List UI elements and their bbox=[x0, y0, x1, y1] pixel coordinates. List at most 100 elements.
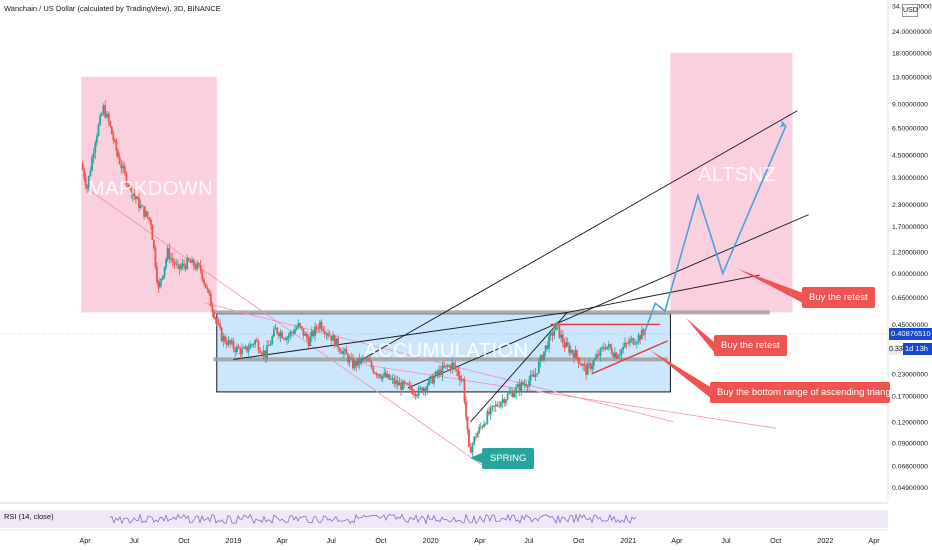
candle-body bbox=[87, 175, 90, 189]
candle-body bbox=[113, 140, 116, 142]
candle-body bbox=[271, 336, 274, 344]
candle-body bbox=[144, 211, 147, 217]
candle-body bbox=[220, 327, 223, 342]
candle-body bbox=[630, 338, 633, 340]
candle-body bbox=[204, 283, 207, 289]
candle-body bbox=[556, 322, 559, 326]
candle-body bbox=[276, 327, 279, 334]
candle-body bbox=[123, 165, 126, 173]
candle-body bbox=[350, 357, 353, 359]
candle-body bbox=[91, 157, 93, 171]
candle-body bbox=[374, 372, 376, 374]
candle-body bbox=[640, 329, 643, 340]
candle-body bbox=[86, 185, 89, 189]
candle-body bbox=[613, 352, 616, 357]
candle-body bbox=[166, 248, 169, 260]
y-tick-label: 1.20000000 bbox=[892, 250, 928, 257]
candle-body bbox=[307, 338, 310, 347]
candle-body bbox=[560, 334, 563, 338]
time-axis[interactable]: Apr Jul Oct 2019 Apr Jul Oct 2020 Apr Jul Oct 2021 A… bbox=[79, 536, 880, 545]
candle-body bbox=[596, 354, 598, 358]
candle-body bbox=[372, 367, 375, 373]
price-axis[interactable]: 0.04900000 0.06600000 0.09000000 0.12000000… bbox=[887, 0, 932, 500]
candle-body bbox=[282, 338, 285, 339]
candle-body bbox=[431, 375, 434, 384]
candle-body bbox=[525, 383, 527, 386]
candle-body bbox=[360, 358, 363, 364]
x-tick-label: Apr bbox=[671, 536, 683, 545]
candle-body bbox=[443, 365, 446, 368]
candle-body bbox=[414, 394, 417, 397]
candle-body bbox=[83, 169, 86, 179]
candle-body bbox=[213, 312, 215, 318]
candle-body bbox=[457, 370, 460, 377]
candle-body bbox=[571, 349, 574, 354]
y-tick-label: 2.30000000 bbox=[892, 202, 928, 209]
candle-body bbox=[451, 362, 454, 370]
candle-body bbox=[191, 259, 193, 263]
candle-body bbox=[299, 323, 301, 327]
candle-body bbox=[234, 349, 237, 353]
candle-body bbox=[315, 326, 318, 329]
candle-body bbox=[609, 344, 612, 349]
candle-body bbox=[417, 387, 420, 396]
currency-badge[interactable]: USD bbox=[902, 4, 918, 17]
candle-body bbox=[115, 140, 118, 151]
candle-body bbox=[618, 354, 621, 356]
candle-body bbox=[206, 288, 209, 290]
candle-body bbox=[462, 379, 464, 381]
y-tick-label: 0.04900000 bbox=[892, 485, 928, 492]
candle-body bbox=[483, 423, 485, 427]
candle-body bbox=[192, 259, 195, 267]
trendline-2 bbox=[364, 364, 776, 429]
accumulation-label: ACCUMULATION bbox=[364, 340, 529, 362]
rsi-label[interactable]: RSI (14, close) bbox=[4, 512, 54, 521]
x-tick-label: 2022 bbox=[817, 536, 833, 545]
x-tick-label: 2021 bbox=[620, 536, 636, 545]
candle-body bbox=[211, 306, 214, 313]
candle-body bbox=[407, 383, 409, 385]
candle-body bbox=[444, 365, 447, 368]
candle-body bbox=[454, 365, 457, 370]
candle-body bbox=[351, 357, 354, 369]
candle-body bbox=[620, 349, 623, 355]
candle-body bbox=[471, 443, 474, 453]
candle-body bbox=[494, 404, 497, 407]
candle-body bbox=[367, 358, 370, 362]
x-tick-label: 2020 bbox=[423, 536, 439, 545]
candle-body bbox=[284, 338, 287, 340]
candle-body bbox=[196, 263, 199, 270]
y-tick-label: 18.00000000 bbox=[892, 50, 932, 57]
candle-body bbox=[194, 266, 197, 270]
x-tick-label: Apr bbox=[474, 536, 486, 545]
candle-body bbox=[343, 349, 346, 352]
candle-body bbox=[531, 374, 534, 376]
candle-body bbox=[138, 197, 140, 208]
candle-body bbox=[183, 263, 185, 266]
candle-body bbox=[526, 385, 529, 387]
candle-body bbox=[353, 361, 356, 369]
candle-body bbox=[592, 359, 595, 366]
candle-body bbox=[165, 259, 167, 267]
candle-body bbox=[257, 341, 260, 351]
candle-body bbox=[229, 339, 232, 344]
candle-body bbox=[475, 436, 477, 438]
rsi-pane bbox=[0, 502, 888, 531]
candle-body bbox=[642, 329, 645, 333]
x-tick-label: Apr bbox=[79, 536, 91, 545]
candle-body bbox=[503, 399, 506, 404]
candle-body bbox=[325, 333, 328, 335]
candle-body bbox=[389, 378, 392, 380]
candle-body bbox=[536, 373, 539, 374]
candle-body bbox=[139, 205, 142, 208]
candle-body bbox=[143, 206, 145, 217]
y-tick-label: 3.30000000 bbox=[892, 175, 928, 182]
candle-body bbox=[629, 339, 631, 344]
candle-body bbox=[184, 265, 187, 269]
candle-body bbox=[591, 365, 594, 369]
candle-body bbox=[274, 327, 277, 330]
candle-body bbox=[230, 341, 233, 344]
candle-body bbox=[365, 358, 368, 360]
candle-body bbox=[267, 345, 270, 347]
